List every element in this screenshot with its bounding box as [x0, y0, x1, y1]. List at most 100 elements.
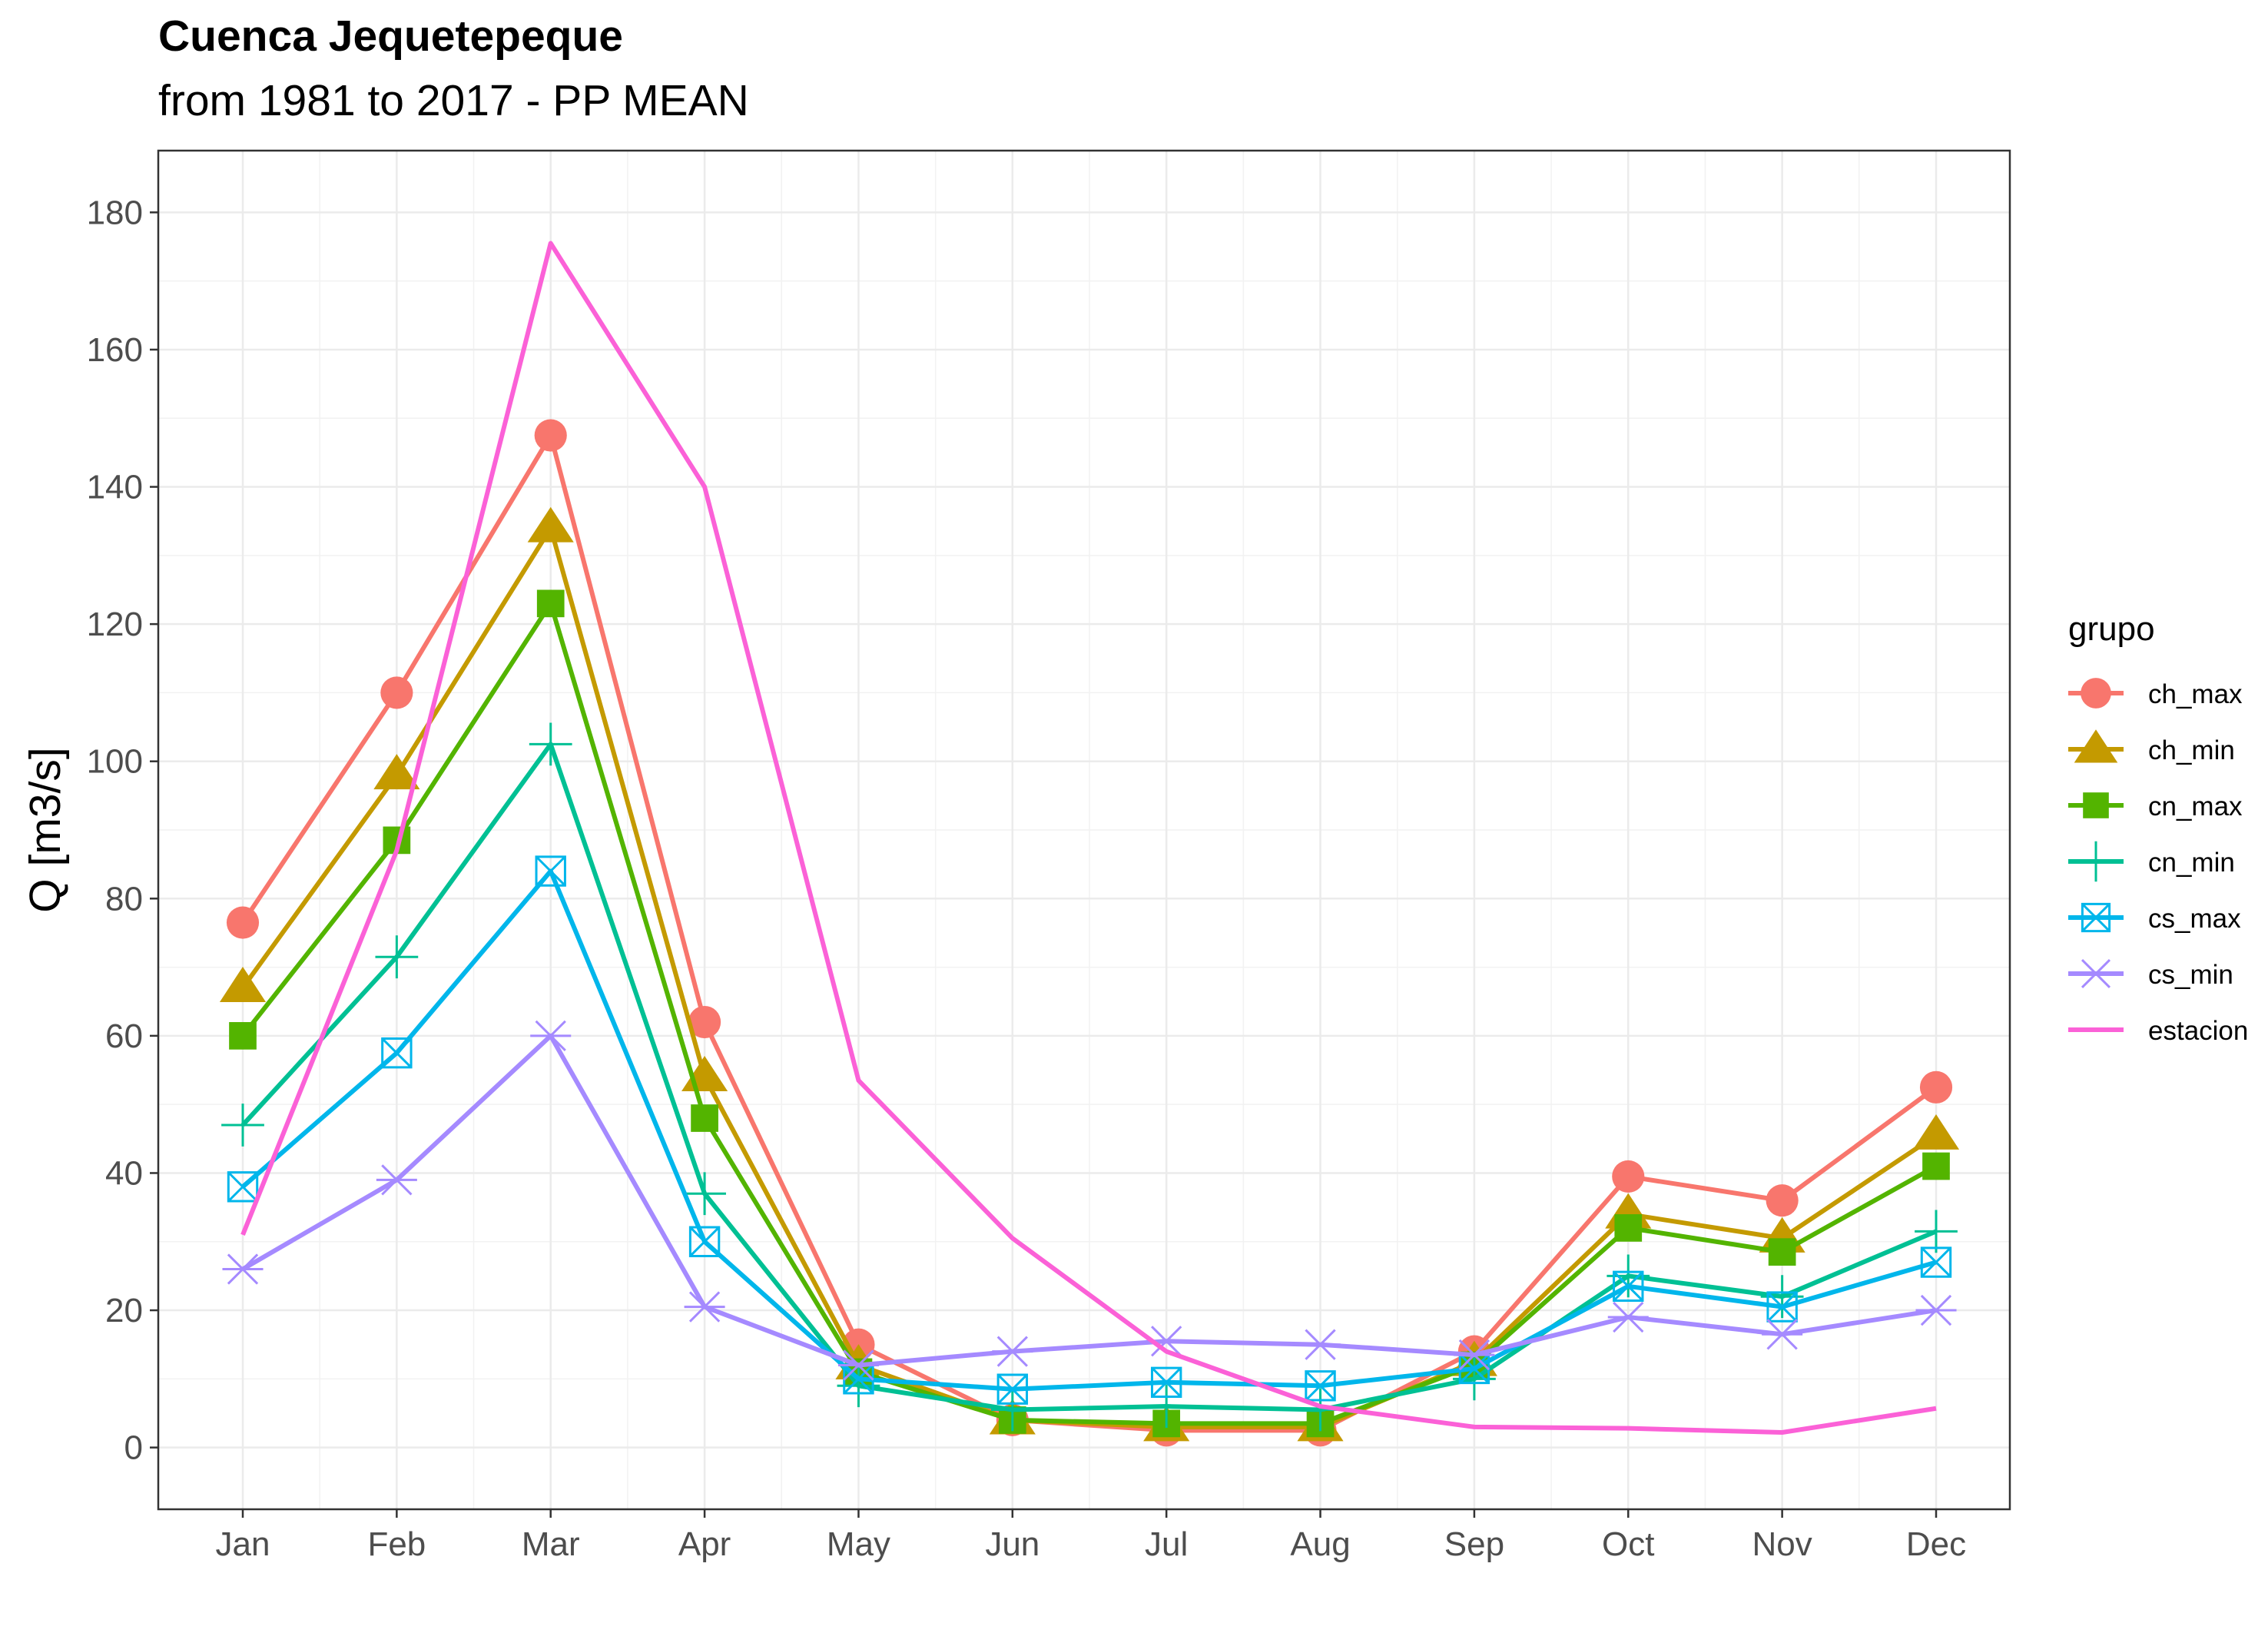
x-tick-label: Sep	[1444, 1525, 1504, 1563]
data-point-cs_min	[376, 1164, 417, 1196]
legend-item-cs_min: cs_min	[2068, 958, 2233, 990]
data-point-cn_min	[1145, 1385, 1189, 1428]
series-estacion	[240, 241, 1937, 1435]
data-point-cs_max	[996, 1373, 1029, 1405]
data-point-cs_min	[530, 1020, 572, 1052]
data-point-ch_max	[380, 676, 413, 709]
data-point-cn_min	[990, 1388, 1034, 1432]
legend-key-marker	[2083, 792, 2109, 818]
series-group	[219, 241, 1960, 1447]
data-point-cs_min	[1762, 1319, 1803, 1350]
series-line-cs_min	[241, 1033, 1937, 1368]
data-point-cn_max	[691, 1104, 718, 1132]
data-point-cs_max	[1150, 1366, 1182, 1399]
x-tick-label: Jun	[985, 1525, 1040, 1563]
x-tick-label: Dec	[1906, 1525, 1966, 1563]
legend-label: cs_max	[2148, 904, 2241, 934]
axis-ticks: 0 20 40 60 80 100 120 140 160 180 Jan Feb Mar Apr May J…	[87, 194, 1967, 1563]
data-point-cn_max	[229, 1022, 257, 1050]
legend-item-ch_max: ch_max	[2068, 678, 2243, 709]
x-tick-label: Jan	[216, 1525, 270, 1563]
y-tick-label: 40	[105, 1154, 143, 1192]
legend: grupo ch_max ch_min cn_max cn_min cs_max cs_m…	[2068, 610, 2248, 1046]
series-line-cn_max	[240, 601, 1938, 1426]
x-tick-label: Oct	[1602, 1525, 1654, 1563]
chart-title: Cuenca Jequetepeque	[158, 12, 624, 61]
data-point-cn_min	[221, 1104, 264, 1147]
data-point-cs_max	[1613, 1270, 1644, 1302]
data-point-cs_max	[688, 1226, 721, 1257]
data-point-cn_min	[529, 722, 572, 766]
y-tick-label: 60	[105, 1017, 143, 1055]
series-line-cs_max	[241, 868, 1937, 1392]
data-point-cn_min	[1915, 1210, 1958, 1253]
x-tick-label: Mar	[522, 1525, 580, 1563]
data-point-cn_max	[1768, 1238, 1796, 1266]
y-tick-label: 80	[105, 880, 143, 918]
x-tick-label: May	[827, 1525, 890, 1563]
legend-item-ch_min: ch_min	[2068, 729, 2235, 765]
legend-key-marker	[2081, 902, 2111, 933]
data-point-cs_max	[1305, 1370, 1336, 1402]
data-point-cs_min	[222, 1253, 264, 1285]
data-point-cs_max	[1920, 1246, 1952, 1278]
data-point-cs_min	[992, 1336, 1033, 1367]
data-point-ch_min	[219, 966, 267, 1002]
data-point-ch_min	[1912, 1114, 1960, 1150]
data-point-cn_min	[375, 935, 419, 979]
legend-item-cn_min: cn_min	[2068, 841, 2235, 882]
data-point-ch_max	[226, 906, 260, 939]
data-point-cn_min	[683, 1172, 726, 1216]
data-point-ch_max	[1919, 1070, 1953, 1104]
legend-label: ch_min	[2148, 735, 2235, 765]
legend-label: cs_min	[2148, 960, 2233, 990]
y-tick-label: 100	[87, 743, 143, 781]
data-point-cn_max	[1922, 1152, 1950, 1180]
data-point-ch_max	[688, 1005, 721, 1039]
legend-key-marker	[2075, 841, 2117, 882]
y-tick-label: 0	[124, 1429, 143, 1467]
grid	[158, 151, 2010, 1509]
panel-border	[157, 149, 2011, 1511]
y-tick-label: 120	[87, 606, 143, 643]
data-point-cs_min	[1454, 1339, 1495, 1371]
y-tick-label: 160	[87, 331, 143, 369]
legend-label: estacion	[2148, 1016, 2248, 1046]
series-line-cn_min	[240, 742, 1938, 1412]
data-point-ch_max	[1612, 1160, 1645, 1193]
y-tick-label: 140	[87, 469, 143, 506]
data-point-ch_max	[534, 419, 567, 452]
data-point-ch_max	[1766, 1184, 1799, 1217]
data-point-cs_max	[535, 855, 566, 887]
legend-item-estacion: estacion	[2068, 1016, 2248, 1046]
legend-label: cn_max	[2148, 792, 2243, 821]
data-point-cs_min	[837, 1349, 879, 1381]
series-line-estacion	[240, 241, 1937, 1435]
legend-key-marker	[2074, 729, 2118, 763]
y-tick-label: 180	[87, 194, 143, 231]
x-tick-label: Jul	[1145, 1525, 1188, 1563]
legend-title: grupo	[2068, 610, 2155, 648]
legend-item-cs_max: cs_max	[2068, 902, 2241, 934]
y-tick-label: 20	[105, 1292, 143, 1329]
data-point-ch_min	[373, 754, 420, 790]
data-point-cs_min	[1607, 1301, 1649, 1333]
legend-label: cn_min	[2148, 848, 2235, 878]
data-point-ch_min	[527, 506, 574, 543]
series-cs_min	[222, 1020, 1957, 1381]
data-point-cs_min	[1915, 1294, 1957, 1326]
chart-subtitle: from 1981 to 2017 - PP MEAN	[158, 76, 749, 125]
x-tick-label: Aug	[1290, 1525, 1350, 1563]
data-point-cs_max	[381, 1037, 413, 1069]
legend-key-marker	[2081, 678, 2111, 709]
legend-item-cn_max: cn_max	[2068, 792, 2243, 821]
data-point-cn_max	[1614, 1214, 1643, 1242]
data-point-cn_max	[536, 589, 565, 618]
x-tick-label: Apr	[678, 1525, 731, 1563]
x-tick-label: Nov	[1752, 1525, 1812, 1563]
x-tick-label: Feb	[367, 1525, 426, 1563]
y-axis-title: Q [m3/s]	[21, 747, 70, 912]
legend-label: ch_max	[2148, 679, 2243, 709]
data-point-cs_min	[1300, 1329, 1341, 1360]
